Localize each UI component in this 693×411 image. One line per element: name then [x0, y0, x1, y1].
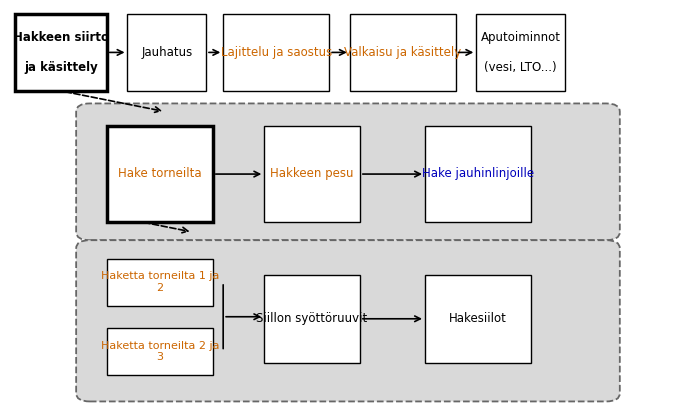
Text: Hakkeen siirto

ja käsittely: Hakkeen siirto ja käsittely: [12, 31, 109, 74]
Text: Haketta torneilta 1 ja
2: Haketta torneilta 1 ja 2: [100, 271, 219, 293]
FancyBboxPatch shape: [107, 259, 213, 305]
FancyBboxPatch shape: [350, 14, 456, 91]
FancyBboxPatch shape: [425, 126, 531, 222]
Text: Hakesiilot: Hakesiilot: [449, 312, 507, 325]
FancyBboxPatch shape: [15, 14, 107, 91]
Text: Lajittelu ja saostus: Lajittelu ja saostus: [220, 46, 332, 59]
FancyBboxPatch shape: [76, 104, 620, 240]
FancyBboxPatch shape: [107, 126, 213, 222]
Text: Jauhatus: Jauhatus: [141, 46, 193, 59]
Text: Haketta torneilta 2 ja
3: Haketta torneilta 2 ja 3: [100, 341, 219, 362]
FancyBboxPatch shape: [107, 328, 213, 375]
FancyBboxPatch shape: [264, 275, 360, 363]
Text: Aputoiminnot

(vesi, LTO...): Aputoiminnot (vesi, LTO...): [481, 31, 561, 74]
FancyBboxPatch shape: [128, 14, 206, 91]
Text: Hake torneilta: Hake torneilta: [118, 167, 202, 180]
Text: Siillon syöttöruuvit: Siillon syöttöruuvit: [256, 312, 368, 325]
FancyBboxPatch shape: [476, 14, 565, 91]
Text: Hake jauhinlinjoille: Hake jauhinlinjoille: [422, 167, 534, 180]
FancyBboxPatch shape: [76, 240, 620, 402]
FancyBboxPatch shape: [223, 14, 329, 91]
Text: Valkaisu ja käsittely: Valkaisu ja käsittely: [344, 46, 462, 59]
Text: Hakkeen pesu: Hakkeen pesu: [270, 167, 354, 180]
FancyBboxPatch shape: [264, 126, 360, 222]
FancyBboxPatch shape: [425, 275, 531, 363]
